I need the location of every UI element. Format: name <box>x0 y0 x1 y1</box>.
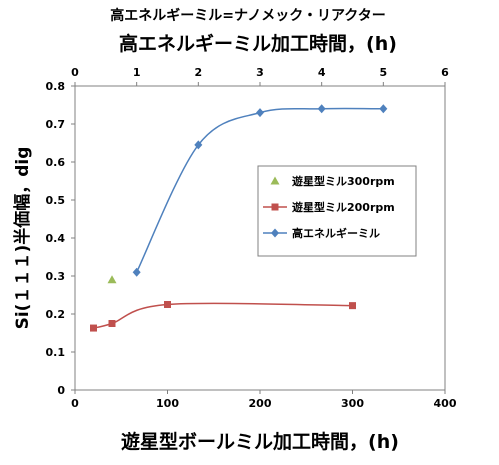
series-layer <box>90 104 388 332</box>
legend-marker <box>271 203 279 211</box>
data-point <box>132 267 141 277</box>
legend-marker <box>270 176 280 185</box>
legend-items: 遊星型ミル300rpm 遊星型ミル200rpm 高エネルギーミル <box>263 174 395 240</box>
axes-ticks: 0 100 200 300 400 0 1 2 3 4 5 6 0 0.1 0.2 0.3 0.4 0.5 0.6 0… <box>46 66 457 410</box>
chart-heading: 高エネルギーミル=ナノメック・リアクター <box>110 7 386 24</box>
data-point <box>90 324 97 332</box>
legend-marker <box>271 228 279 238</box>
legend-box <box>257 165 417 257</box>
top-tick-label: 4 <box>318 66 326 79</box>
top-tick-label: 5 <box>380 66 388 79</box>
series-2 <box>132 104 388 277</box>
x-tick-label: 0 <box>71 397 79 410</box>
data-point <box>317 104 326 114</box>
top-tick-label: 1 <box>133 66 141 79</box>
y-tick-label: 0.8 <box>46 80 66 93</box>
x-tick-label: 100 <box>156 397 179 410</box>
y-tick-label: 0.2 <box>46 308 66 321</box>
data-point <box>107 275 117 284</box>
y-tick-label: 0.5 <box>46 194 66 207</box>
data-point <box>108 320 116 327</box>
top-tick-label: 0 <box>71 66 79 79</box>
y-tick-label: 0.3 <box>46 270 66 283</box>
legend-label: 遊星型ミル200rpm <box>292 200 395 214</box>
y-tick-label: 0 <box>57 384 65 397</box>
legend-item: 遊星型ミル300rpm <box>270 174 395 188</box>
x-tick-label: 400 <box>434 397 457 410</box>
y-tick-label: 0.1 <box>46 346 66 359</box>
x-tick-label: 300 <box>341 397 364 410</box>
series-1 <box>90 301 356 332</box>
series-line <box>93 302 353 329</box>
y-tick-label: 0.6 <box>46 156 66 169</box>
x-axis-title: 遊星型ボールミル加工時間，(h) <box>121 430 399 453</box>
y-tick-label: 0.7 <box>46 118 66 131</box>
top-tick-label: 6 <box>441 66 449 79</box>
y-axis-title: Si(１１１)半価幅，dig <box>12 147 33 330</box>
series-line <box>135 107 384 273</box>
x-tick-label: 200 <box>249 397 272 410</box>
data-point <box>256 108 264 118</box>
series-0 <box>107 275 117 284</box>
legend: 遊星型ミル300rpm 遊星型ミル200rpm 高エネルギーミル <box>257 165 417 257</box>
legend-label: 遊星型ミル300rpm <box>292 174 395 188</box>
top-tick-label: 2 <box>195 66 203 79</box>
legend-item: 遊星型ミル200rpm <box>263 200 395 214</box>
data-point <box>194 140 203 150</box>
legend-label: 高エネルギーミル <box>292 226 380 240</box>
top-tick-label: 3 <box>256 66 264 79</box>
data-point <box>164 301 171 308</box>
legend-item: 高エネルギーミル <box>263 226 380 240</box>
data-point <box>349 302 356 310</box>
data-point <box>379 104 388 114</box>
y-tick-label: 0.4 <box>46 232 66 245</box>
top-axis-title: 高エネルギーミル加工時間，(h) <box>119 32 397 55</box>
